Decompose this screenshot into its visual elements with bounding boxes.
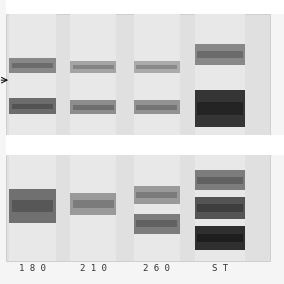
Bar bbox=[136, 192, 178, 198]
Bar bbox=[195, 151, 245, 261]
Bar bbox=[195, 226, 245, 250]
Bar bbox=[70, 60, 116, 73]
Text: S T: S T bbox=[212, 139, 228, 148]
Text: 1 8 0: 1 8 0 bbox=[19, 264, 46, 273]
Bar bbox=[70, 193, 116, 215]
Bar bbox=[136, 220, 178, 227]
Bar bbox=[9, 14, 56, 136]
Bar bbox=[195, 197, 245, 219]
Bar bbox=[6, 135, 284, 155]
Bar bbox=[136, 105, 178, 110]
Bar bbox=[133, 60, 180, 73]
Bar bbox=[6, 14, 270, 136]
Bar bbox=[195, 14, 245, 136]
Bar bbox=[197, 234, 243, 243]
Text: 2 1 0: 2 1 0 bbox=[80, 139, 107, 148]
Bar bbox=[9, 99, 56, 114]
Bar bbox=[6, 0, 284, 14]
Bar bbox=[9, 189, 56, 223]
Bar bbox=[133, 14, 180, 136]
Bar bbox=[133, 214, 180, 233]
Bar bbox=[9, 58, 56, 73]
Bar bbox=[133, 100, 180, 114]
Text: 1 8 0: 1 8 0 bbox=[19, 139, 46, 148]
Bar bbox=[12, 200, 53, 212]
Bar bbox=[197, 51, 243, 59]
Bar bbox=[72, 200, 114, 208]
Bar bbox=[197, 102, 243, 115]
Bar bbox=[133, 186, 180, 204]
Text: 2 6 0: 2 6 0 bbox=[143, 264, 170, 273]
Bar bbox=[136, 65, 178, 69]
Bar bbox=[195, 43, 245, 66]
Text: 2 1 0: 2 1 0 bbox=[80, 264, 107, 273]
Bar bbox=[133, 151, 180, 261]
Text: S T: S T bbox=[212, 264, 228, 273]
Bar bbox=[195, 90, 245, 127]
Bar bbox=[70, 14, 116, 136]
Bar bbox=[197, 177, 243, 184]
Text: 2 6 0: 2 6 0 bbox=[143, 139, 170, 148]
Bar bbox=[6, 151, 270, 261]
Bar bbox=[195, 170, 245, 190]
Bar bbox=[70, 100, 116, 114]
Bar bbox=[70, 151, 116, 261]
Bar bbox=[12, 104, 53, 109]
Bar bbox=[12, 63, 53, 68]
Bar bbox=[72, 105, 114, 110]
Bar bbox=[197, 204, 243, 212]
Bar bbox=[72, 65, 114, 69]
Bar bbox=[9, 151, 56, 261]
